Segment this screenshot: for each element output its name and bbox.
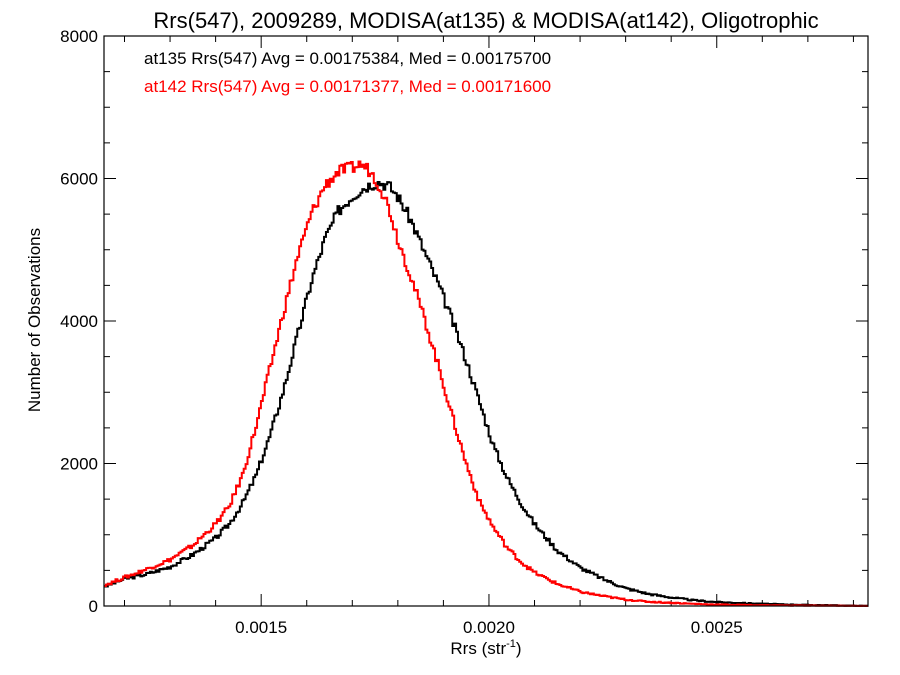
x-axis-label-superscript: -1: [506, 638, 516, 650]
y-tick-label: 2000: [60, 455, 98, 474]
legend-entry-at135: at135 Rrs(547) Avg = 0.00175384, Med = 0…: [144, 49, 551, 68]
axis-tick-labels: 0.0015 0.0020 0.0025 0 2000 4000 6000 8000: [60, 27, 743, 637]
series-layer: [104, 160, 869, 607]
x-axis-label-close: ): [516, 639, 522, 658]
plot-area-frame: [103, 35, 869, 607]
x-tick-label: 0.0025: [691, 618, 743, 637]
y-tick-label: 4000: [60, 312, 98, 331]
series-line-at142: [104, 160, 869, 607]
y-tick-label: 8000: [60, 27, 98, 46]
chart-title: Rrs(547), 2009289, MODISA(at135) & MODIS…: [153, 8, 818, 33]
x-tick-label: 0.0015: [235, 618, 287, 637]
x-tick-label: 0.0020: [463, 618, 515, 637]
series-line-at135: [104, 181, 869, 607]
y-axis-label: Number of Observations: [25, 228, 44, 412]
y-tick-label: 6000: [60, 170, 98, 189]
y-tick-label: 0: [89, 597, 98, 616]
x-axis-label: Rrs (str-1): [450, 638, 521, 658]
legend-entry-at142: at142 Rrs(547) Avg = 0.00171377, Med = 0…: [144, 77, 551, 96]
